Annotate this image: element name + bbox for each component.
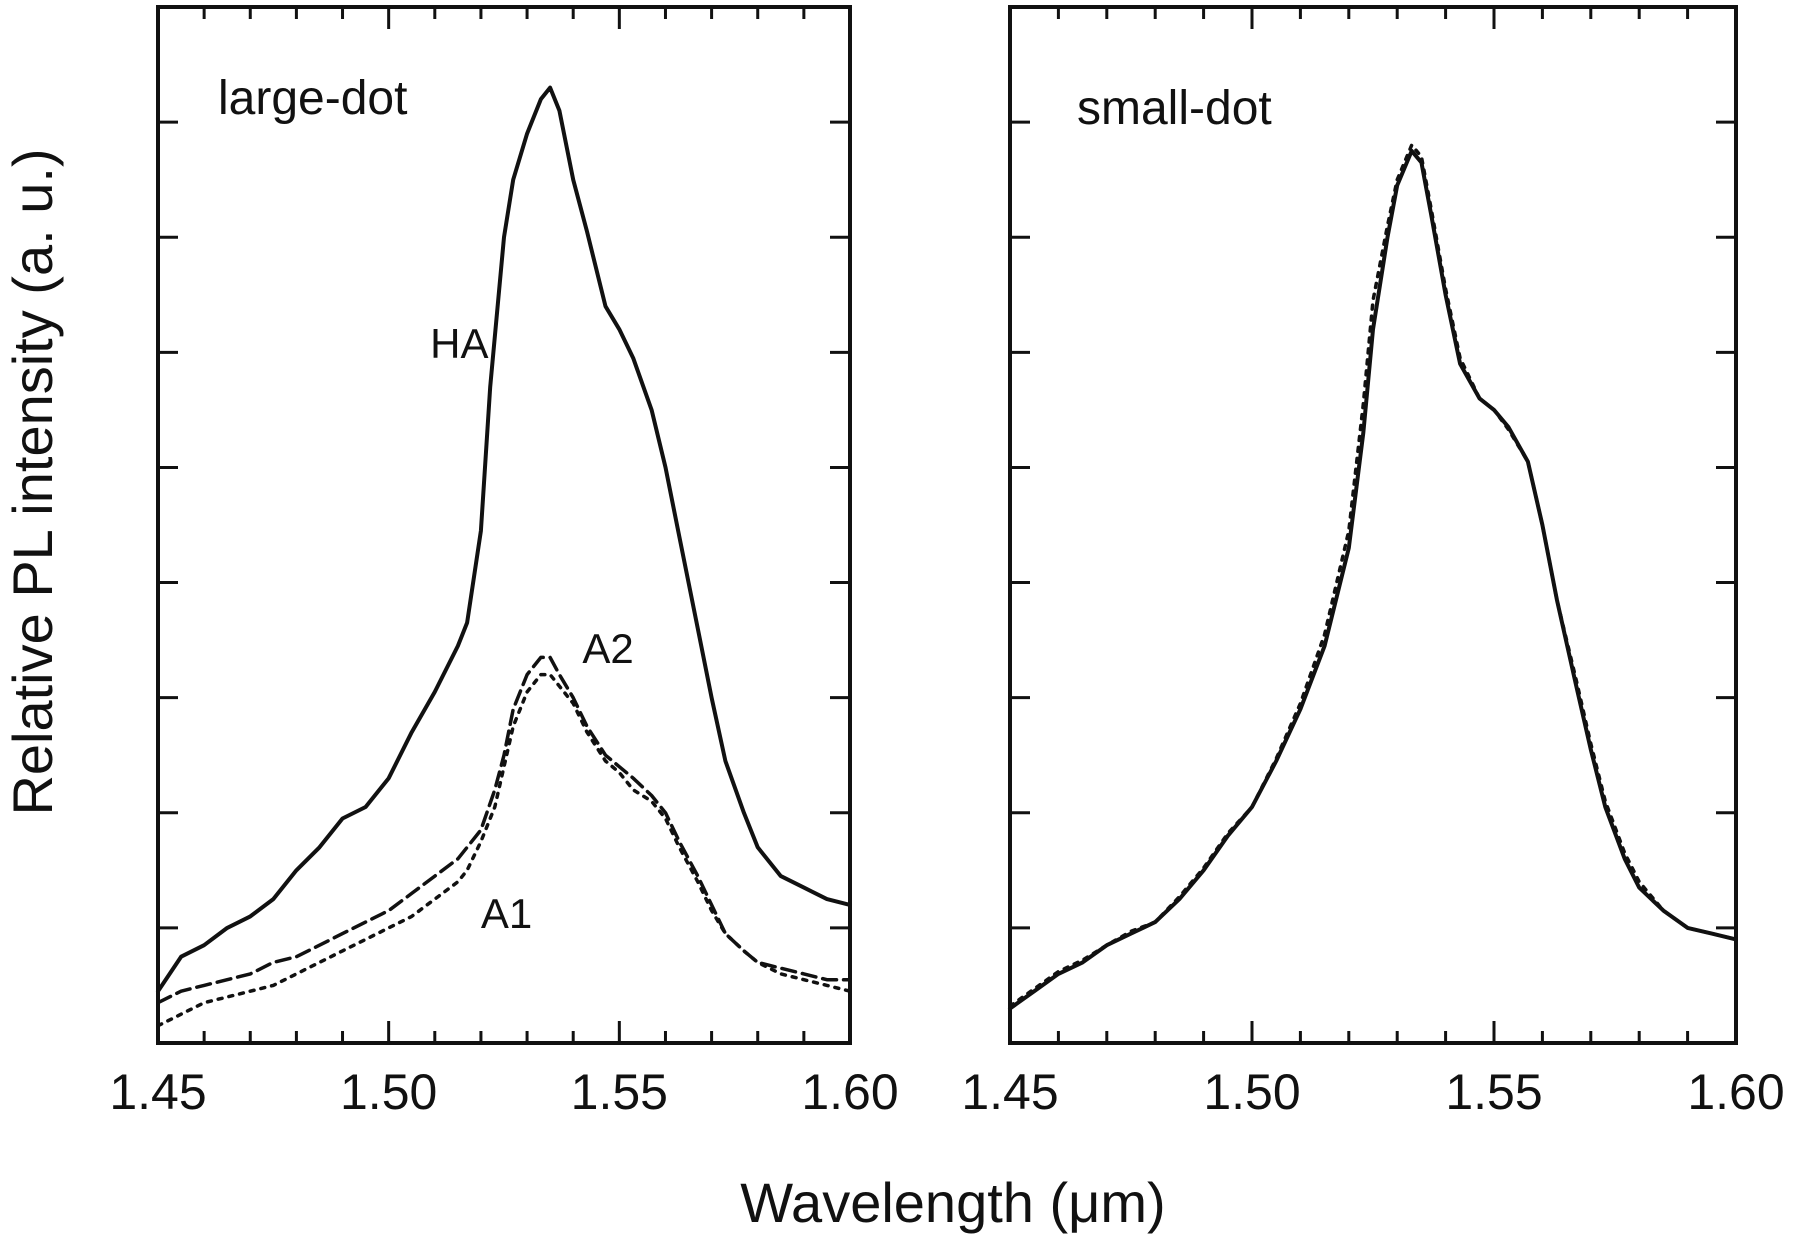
panel-label: small-dot bbox=[1077, 82, 1272, 135]
series-line-2 bbox=[1008, 143, 1738, 1008]
x-tick-label: 1.60 bbox=[1687, 1064, 1784, 1120]
x-tick-labels: 1.45 1.50 1.55 1.60 bbox=[961, 1064, 1784, 1120]
x-tick-label: 1.45 bbox=[109, 1064, 206, 1120]
curve-label-a2: A2 bbox=[582, 625, 633, 672]
x-tick-labels: 1.45 1.50 1.55 1.60 bbox=[109, 1064, 898, 1120]
y-axis-title: Relative PL intensity (a. u.) bbox=[1, 148, 64, 815]
series-line-1 bbox=[1008, 148, 1738, 1011]
curve-label-ha: HA bbox=[430, 320, 488, 367]
series-line-a1 bbox=[156, 672, 852, 1028]
x-tick-label: 1.55 bbox=[571, 1064, 668, 1120]
x-tick-label: 1.60 bbox=[801, 1064, 898, 1120]
tick-marks bbox=[156, 5, 852, 1045]
x-tick-label: 1.45 bbox=[961, 1064, 1058, 1120]
series-line-ha bbox=[156, 85, 852, 994]
x-tick-label: 1.55 bbox=[1445, 1064, 1542, 1120]
curve-labels: HA A2 A1 bbox=[430, 320, 634, 937]
panel-small-dot: 1.45 1.50 1.55 1.60 small-dot bbox=[961, 5, 1785, 1120]
curves bbox=[156, 85, 852, 1028]
plot-frame bbox=[1008, 5, 1738, 1045]
curves bbox=[1008, 143, 1738, 1011]
panel-large-dot: 1.45 1.50 1.55 1.60 large-dot HA A2 A1 bbox=[109, 5, 899, 1120]
plot-frame bbox=[156, 5, 852, 1045]
x-tick-label: 1.50 bbox=[1203, 1064, 1300, 1120]
x-axis-title: Wavelength (μm) bbox=[740, 1171, 1165, 1234]
panel-label: large-dot bbox=[218, 72, 407, 125]
tick-marks bbox=[1008, 5, 1738, 1045]
x-tick-label: 1.50 bbox=[340, 1064, 437, 1120]
curve-label-a1: A1 bbox=[481, 890, 532, 937]
